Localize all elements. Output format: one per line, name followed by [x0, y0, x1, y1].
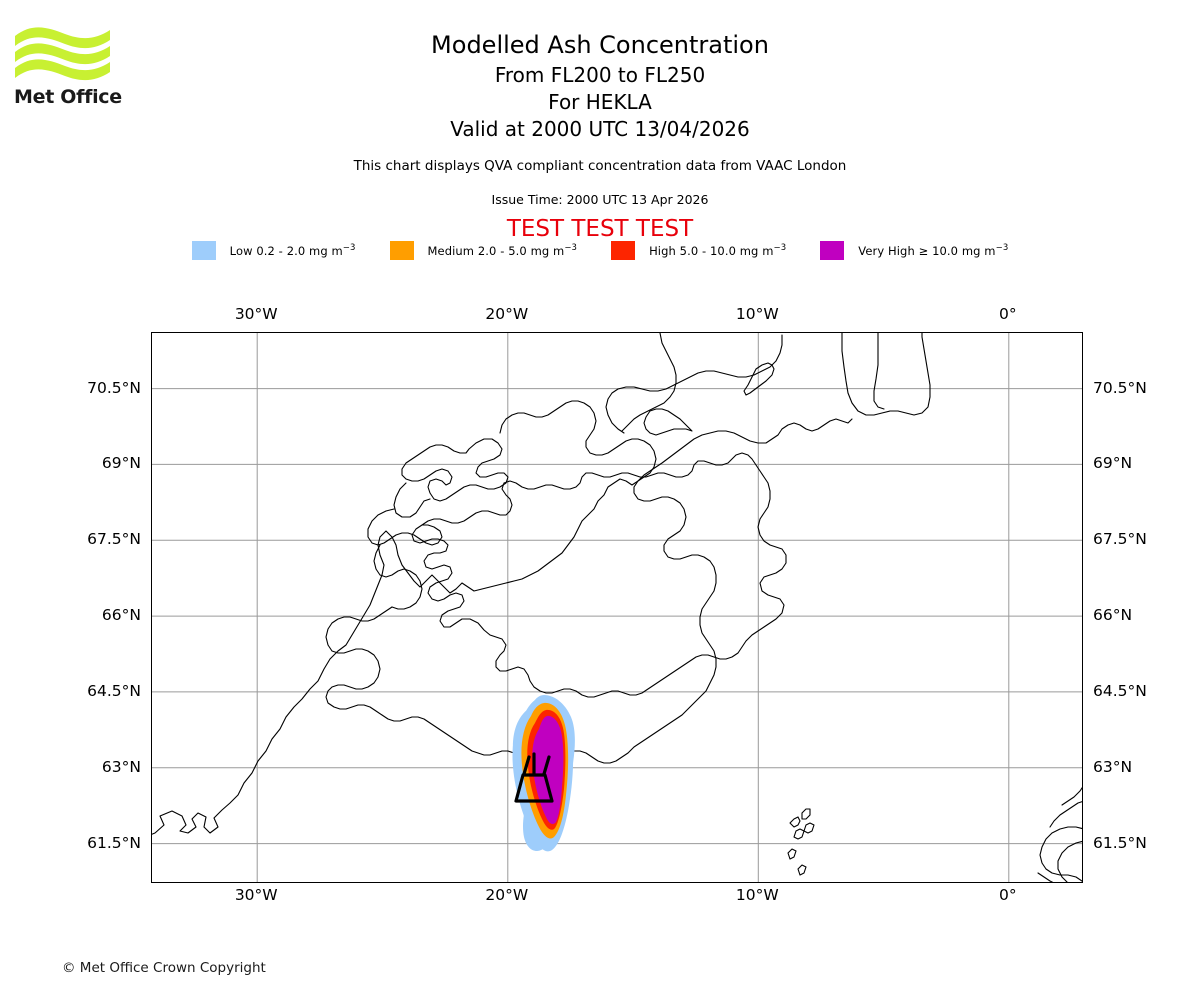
met-office-logo: Met Office [10, 26, 130, 116]
page-title: Modelled Ash Concentration [431, 31, 769, 59]
legend-item-very-high: Very High ≥ 10.0 mg m−3 [820, 241, 1008, 260]
x-tick-bottom-3: 0° [999, 886, 1017, 904]
y-tick-right-1: 69°N [1093, 454, 1133, 473]
y-tick-right-4: 64.5°N [1093, 681, 1147, 700]
y-tick-left-2: 67.5°N [87, 530, 141, 549]
plume-contour-very-high [532, 715, 564, 825]
coastlines [152, 333, 1082, 882]
y-tick-right-0: 70.5°N [1093, 378, 1147, 397]
qva-note: This chart displays QVA compliant concen… [353, 158, 847, 174]
test-banner: TEST TEST TEST [506, 216, 694, 242]
issue-time: Issue Time: 2000 UTC 13 Apr 2026 [491, 192, 709, 207]
legend-item-low: Low 0.2 - 2.0 mg m−3 [191, 241, 356, 260]
copyright-footer: © Met Office Crown Copyright [62, 960, 266, 976]
volcano-marker-icon [514, 752, 554, 803]
legend-item-high: High 5.0 - 10.0 mg m−3 [611, 241, 786, 260]
legend-swatch-low [191, 241, 216, 260]
y-tick-left-3: 66°N [101, 606, 141, 625]
y-tick-left-1: 69°N [101, 454, 141, 473]
legend-label-very-high: Very High ≥ 10.0 mg m−3 [858, 243, 1009, 258]
valid-time-line: Valid at 2000 UTC 13/04/2026 [450, 117, 750, 141]
x-tick-top-0: 30°W [234, 305, 278, 323]
y-tick-left-0: 70.5°N [87, 378, 141, 397]
concentration-legend: Low 0.2 - 2.0 mg m−3 Medium 2.0 - 5.0 mg… [0, 241, 1200, 260]
y-tick-right-5: 63°N [1093, 757, 1133, 776]
map-gridlines [152, 333, 1082, 882]
x-tick-bottom-1: 20°W [485, 886, 529, 904]
flight-level-range: From FL200 to FL250 [494, 63, 706, 87]
legend-swatch-very-high [820, 241, 845, 260]
x-tick-top-3: 0° [999, 305, 1017, 323]
ash-concentration-map[interactable] [151, 332, 1083, 883]
legend-swatch-medium [389, 241, 414, 260]
y-tick-left-6: 61.5°N [87, 833, 141, 852]
legend-label-medium: Medium 2.0 - 5.0 mg m−3 [427, 243, 578, 258]
legend-label-low: Low 0.2 - 2.0 mg m−3 [229, 243, 356, 258]
x-tick-top-1: 20°W [485, 305, 529, 323]
legend-item-medium: Medium 2.0 - 5.0 mg m−3 [389, 241, 578, 260]
legend-label-high: High 5.0 - 10.0 mg m−3 [649, 243, 787, 258]
y-tick-left-4: 64.5°N [87, 681, 141, 700]
x-tick-top-2: 10°W [735, 305, 779, 323]
y-tick-right-6: 61.5°N [1093, 833, 1147, 852]
met-office-logo-text: Met Office [14, 86, 122, 108]
legend-swatch-high [611, 241, 636, 260]
volcano-name-line: For HEKLA [548, 90, 652, 114]
x-tick-bottom-0: 30°W [234, 886, 278, 904]
map-canvas [152, 333, 1082, 882]
y-tick-right-2: 67.5°N [1093, 530, 1147, 549]
x-tick-bottom-2: 10°W [735, 886, 779, 904]
met-office-wave-mark [15, 27, 110, 81]
y-tick-left-5: 63°N [101, 757, 141, 776]
y-tick-right-3: 66°N [1093, 606, 1133, 625]
